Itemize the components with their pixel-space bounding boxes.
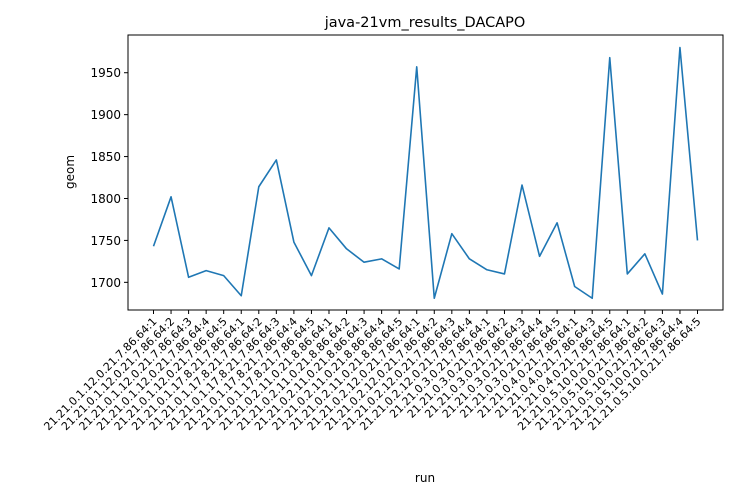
y-tick-label: 1950 [90, 66, 121, 80]
x-axis-ticks: 21.21.0.1.12.0.21.7.86.64:121.21.0.1.12.… [41, 310, 704, 433]
y-tick-label: 1750 [90, 234, 121, 248]
y-tick-label: 1700 [90, 276, 121, 290]
y-tick-label: 1800 [90, 192, 121, 206]
series-line [152, 46, 699, 300]
y-axis-label: geom [63, 155, 77, 189]
x-axis-label: run [415, 471, 435, 485]
y-axis-ticks: 1700 1750 1800 1850 1900 1950 [90, 66, 128, 290]
y-tick-label: 1900 [90, 108, 121, 122]
plot-frame [127, 34, 724, 311]
y-tick-label: 1850 [90, 150, 121, 164]
chart-title: java-21vm_results_DACAPO [324, 15, 526, 31]
